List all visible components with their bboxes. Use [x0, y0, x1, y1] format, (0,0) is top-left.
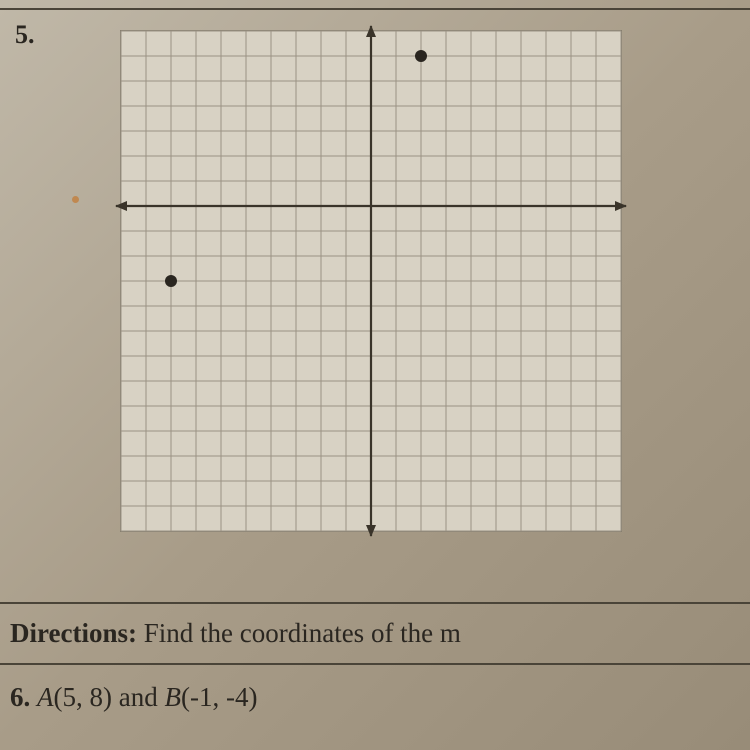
directions-label: Directions:: [10, 618, 137, 648]
directions-row: Directions: Find the coordinates of the …: [0, 602, 750, 665]
paper-speck: [72, 196, 79, 203]
point-b-coords: (-1, -4): [181, 682, 257, 712]
coordinate-grid: [121, 31, 621, 531]
problem-6-row: 6. A(5, 8) and B(-1, -4): [0, 670, 750, 731]
joiner-text: and: [112, 682, 164, 712]
directions-text: Find the coordinates of the m: [137, 618, 461, 648]
problem-6-number: 6.: [10, 682, 30, 712]
coordinate-grid-container: [120, 30, 622, 532]
point-a-coords: (5, 8): [54, 682, 112, 712]
worksheet-page: 5. Directions: Find the coordinates of t…: [0, 0, 750, 750]
problem-5-number: 5.: [15, 20, 35, 50]
problem-6-expression: A(5, 8) and B(-1, -4): [37, 682, 257, 712]
point-b-letter: B: [164, 682, 181, 712]
point-a-letter: A: [37, 682, 54, 712]
top-horizontal-rule: [0, 8, 750, 10]
